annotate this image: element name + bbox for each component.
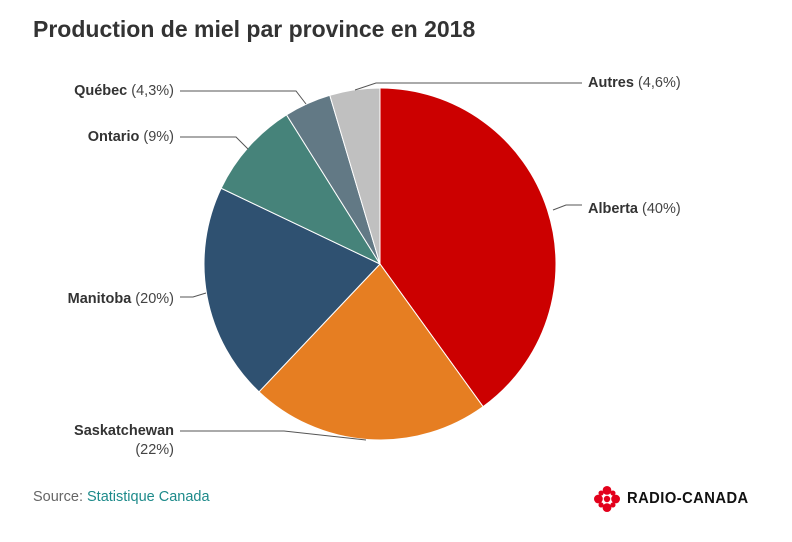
slice-label-name: Ontario (88, 129, 140, 145)
slice-label-name: Autres (588, 75, 634, 91)
pie-chart: Alberta (40%) Saskatchewan (22%) Manitoba (… (68, 75, 681, 458)
slice-label-value: (40%) (638, 201, 681, 217)
brand-name: RADIO-CANADA (627, 490, 749, 507)
pie-slice-alberta (379, 87, 557, 408)
pie-slice-manitoba (203, 187, 381, 393)
slice-label: Québec (4,3%) (74, 83, 174, 99)
slice-label-value: (22%) (135, 442, 174, 458)
slice-label-value: (4,6%) (634, 75, 681, 91)
source-prefix: Source: (33, 489, 83, 505)
slice-label-value: (4,3%) (127, 83, 174, 99)
pie-slice-saskatchewan (258, 263, 484, 441)
slice-label-name: Saskatchewan (74, 423, 174, 439)
slice-label: Alberta (40%) (588, 201, 681, 217)
leader-line-manitoba (180, 292, 207, 298)
pie-slices (203, 87, 557, 441)
slice-label-name: Manitoba (68, 291, 133, 307)
pie-slice-ontario (220, 114, 382, 266)
leader-line-alberta (552, 204, 582, 211)
leader-lines (180, 82, 582, 441)
slice-label: Saskatchewan (74, 423, 174, 439)
slice-label: Manitoba (20%) (68, 291, 174, 307)
slice-label-name: Québec (74, 83, 127, 99)
pie-slice-autres (329, 87, 381, 265)
leader-line-qu-bec (180, 90, 307, 105)
slice-label: Ontario (9%) (88, 129, 174, 145)
leader-line-saskatchewan (180, 430, 367, 441)
leader-line-autres (354, 82, 582, 91)
slice-label-value: (20%) (131, 291, 174, 307)
source-link[interactable]: Statistique Canada (87, 489, 210, 505)
radio-canada-gem-icon (594, 486, 620, 512)
leader-line-ontario (180, 136, 249, 150)
slice-labels: Alberta (40%) Saskatchewan (22%) Manitoba (… (68, 75, 681, 458)
slice-label-name: Alberta (588, 201, 639, 217)
chart-title: Production de miel par province en 2018 (33, 16, 476, 42)
source-line: Source: Statistique Canada (33, 489, 210, 505)
slice-label-value: (9%) (139, 129, 174, 145)
brand-logo: RADIO-CANADA (593, 485, 759, 513)
slice-label: Autres (4,6%) (588, 75, 681, 91)
